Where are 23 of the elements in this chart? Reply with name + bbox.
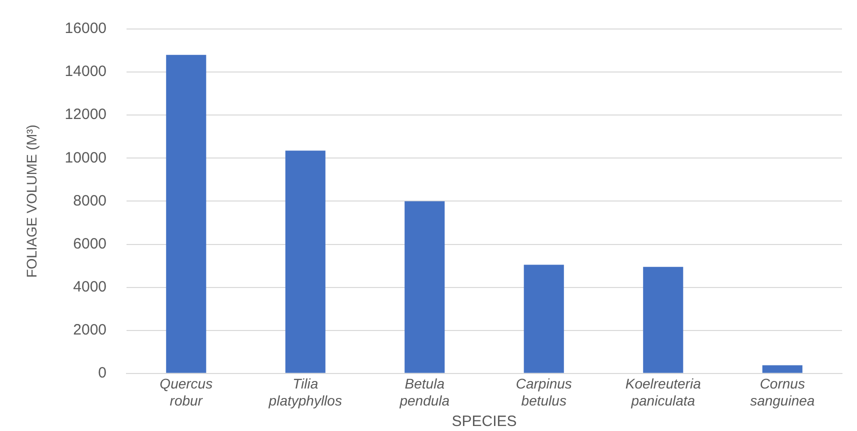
bar <box>285 150 326 373</box>
x-tick-label: Betula pendula <box>398 376 450 408</box>
y-tick-label: 4000 <box>73 278 107 296</box>
bar <box>524 264 564 373</box>
bar <box>762 365 802 373</box>
bar <box>166 54 206 373</box>
y-tick-label: 6000 <box>73 235 107 252</box>
y-tick-label: 14000 <box>64 63 107 80</box>
x-tick-label: Carpinus betulus <box>516 376 572 408</box>
x-axis-title: SPECIES <box>452 413 517 430</box>
x-tick-label: Tilia platyphyllos <box>268 376 342 408</box>
y-tick-label: 0 <box>98 364 107 382</box>
x-tick-label: Koelreuteria paniculata <box>625 376 702 408</box>
x-tick-label: Cornus sanguinea <box>750 376 815 408</box>
y-tick-label: 10000 <box>64 149 107 166</box>
bar <box>643 266 684 373</box>
y-axis-title: FOLIAGE VOLUME (M³) <box>23 124 40 278</box>
y-tick-label: 8000 <box>73 192 107 210</box>
y-tick-label: 2000 <box>73 321 107 338</box>
y-tick-label: 12000 <box>64 106 107 124</box>
x-tick-label: Quercus robur <box>160 376 213 408</box>
y-tick-label: 16000 <box>64 20 107 38</box>
bar <box>404 201 445 373</box>
